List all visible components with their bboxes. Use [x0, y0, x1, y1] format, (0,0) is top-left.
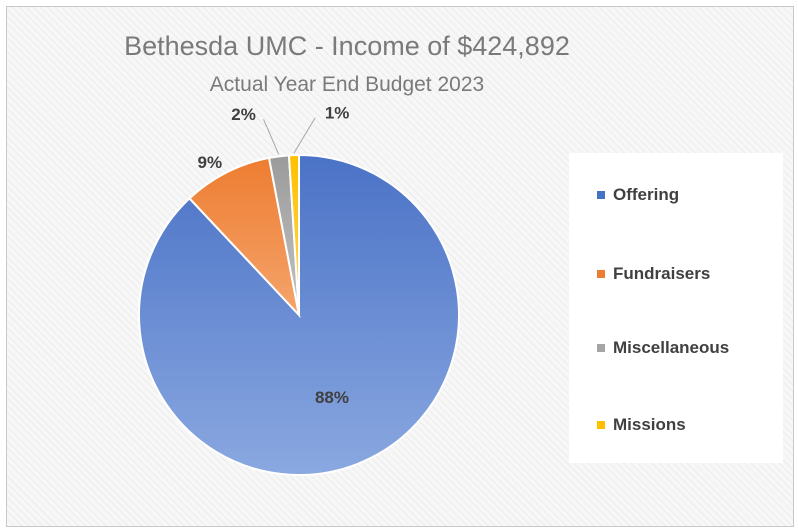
- legend-swatch-missions: [597, 421, 605, 429]
- data-label-offering: 88%: [315, 388, 349, 407]
- legend-item-missions: Missions: [597, 414, 686, 436]
- legend-label-missions: Missions: [613, 415, 686, 434]
- legend-swatch-fundraisers: [597, 270, 605, 278]
- legend-swatch-miscellaneous: [597, 344, 605, 352]
- legend-label-miscellaneous: Miscellaneous: [613, 338, 730, 357]
- chart-title: Bethesda UMC - Income of $424,892: [124, 31, 570, 61]
- chart-subtitle: Actual Year End Budget 2023: [209, 73, 485, 96]
- legend-item-offering: Offering: [597, 184, 679, 206]
- legend-item-miscellaneous: Miscellaneous: [597, 337, 729, 359]
- data-label-fundraisers: 9%: [198, 153, 223, 172]
- legend: Offering Fundraisers Miscellaneous Missi…: [569, 153, 783, 463]
- data-label-miscellaneous: 2%: [231, 105, 256, 124]
- pie-slice-fundraisers: [188, 156, 301, 319]
- pie-slice-missions: [287, 153, 300, 316]
- leader-line-missions: [293, 117, 316, 154]
- pie-chart: 88% 9% 2% 1%: [138, 103, 460, 476]
- legend-label-offering: Offering: [613, 185, 680, 204]
- chart-area: Bethesda UMC - Income of $424,892 Actual…: [6, 6, 794, 527]
- leader-line-miscellaneous: [263, 119, 280, 155]
- legend-swatch-offering: [597, 191, 605, 199]
- legend-label-fundraisers: Fundraisers: [613, 264, 711, 283]
- data-label-missions: 1%: [325, 103, 350, 122]
- legend-item-fundraisers: Fundraisers: [597, 263, 710, 285]
